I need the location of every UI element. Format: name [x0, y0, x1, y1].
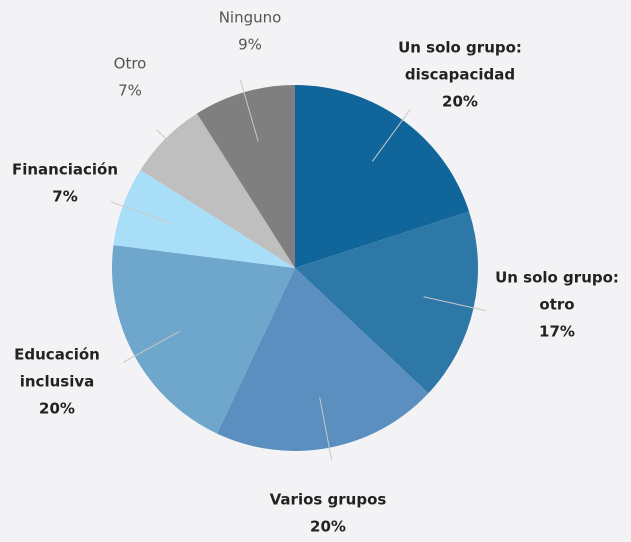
- leader-line: [372, 109, 411, 162]
- leader-line: [319, 397, 333, 461]
- pie-slice: [196, 85, 295, 268]
- pie-slice: [217, 268, 429, 451]
- slice-label: inclusiva: [20, 373, 95, 391]
- slice-label: Un solo grupo:: [398, 39, 522, 57]
- slice-label: discapacidad: [405, 66, 515, 84]
- pie-slice: [295, 211, 478, 394]
- slice-label: Ninguno: [219, 9, 282, 27]
- value-label: 9%: [238, 36, 262, 54]
- pie-slice: [295, 85, 470, 268]
- leader-line: [239, 79, 259, 142]
- value-label: 20%: [39, 400, 75, 418]
- value-label: 20%: [310, 518, 346, 536]
- leader-line: [156, 129, 203, 176]
- pie-slice: [111, 245, 296, 434]
- value-label: 7%: [118, 82, 142, 100]
- slice-label: otro: [539, 296, 574, 314]
- slice-label: Varios grupos: [270, 491, 387, 509]
- slice-label: Un solo grupo:: [495, 269, 619, 287]
- slice-label: Otro: [114, 55, 147, 73]
- pie-slice: [113, 169, 295, 268]
- leader-line: [123, 331, 180, 363]
- leader-line: [110, 201, 172, 224]
- value-label: 17%: [539, 323, 575, 341]
- slice-label: Educación: [14, 346, 100, 364]
- value-label: 7%: [52, 188, 77, 206]
- leader-line: [423, 296, 487, 312]
- value-label: 20%: [442, 93, 478, 111]
- slice-label: Financiación: [12, 161, 118, 179]
